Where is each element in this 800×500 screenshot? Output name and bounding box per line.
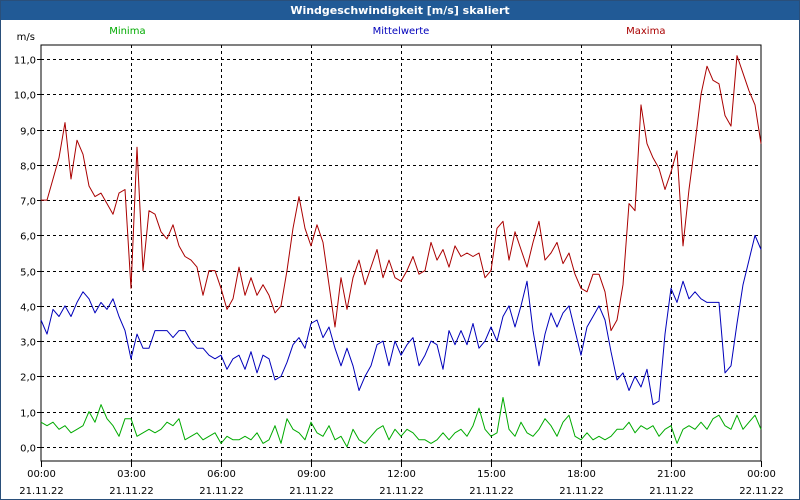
x-tick-date: 21.11.22 [649,486,694,497]
chart-title: Windgeschwindigkeit [m/s] skaliert [1,1,799,20]
y-tick-label: 3,0 [20,338,36,349]
x-tick-date: 21.11.22 [379,486,424,497]
x-tick-time: 21:00 [657,469,686,480]
y-tick-label: 0,0 [20,444,36,455]
y-tick-label: 1,0 [20,409,36,420]
x-tick-time: 18:00 [567,469,596,480]
y-tick-label: 2,0 [20,373,36,384]
y-tick-label: 5,0 [20,268,36,279]
x-tick-date: 21.11.22 [199,486,244,497]
y-tick-label: 6,0 [20,232,36,243]
y-axis-label: m/s [17,32,35,43]
x-tick-date: 21.11.22 [469,486,514,497]
x-tick-date: 21.11.22 [289,486,334,497]
plot-frame [40,44,762,462]
y-tick-label: 7,0 [20,197,36,208]
y-tick-label: 8,0 [20,162,36,173]
x-tick-time: 09:00 [297,469,326,480]
x-tick-date: 21.11.22 [19,486,64,497]
chart-plot: 11,0 10,0 9,0 8,0 7,0 6,0 5,0 4,0 3,0 2,0 1,0 0,0 00… [14,26,784,497]
x-tick-date: 21.11.22 [559,486,604,497]
legend-entry: Maxima [626,26,665,37]
legend-entry: Mittelwerte [373,26,430,37]
x-tick-time: 12:00 [387,469,416,480]
x-tick-time: 15:00 [477,469,506,480]
x-tick-time: 00:00 [27,469,56,480]
y-tick-label: 9,0 [20,127,36,138]
x-tick-date: 22.11.22 [739,486,784,497]
series-line-maxima [41,55,762,332]
x-tick-date: 21.11.22 [109,486,154,497]
x-tick-time: 00:00 [747,469,776,480]
series-line-mittelwerte [40,234,762,406]
y-tick-label: 4,0 [20,303,36,314]
legend-entry: Minima [109,26,145,37]
x-tick-time: 06:00 [207,469,236,480]
y-tick-label: 11,0 [14,56,36,67]
x-tick-time: 03:00 [117,469,146,480]
y-tick-label: 10,0 [14,91,36,102]
series-line-minima [40,397,762,448]
